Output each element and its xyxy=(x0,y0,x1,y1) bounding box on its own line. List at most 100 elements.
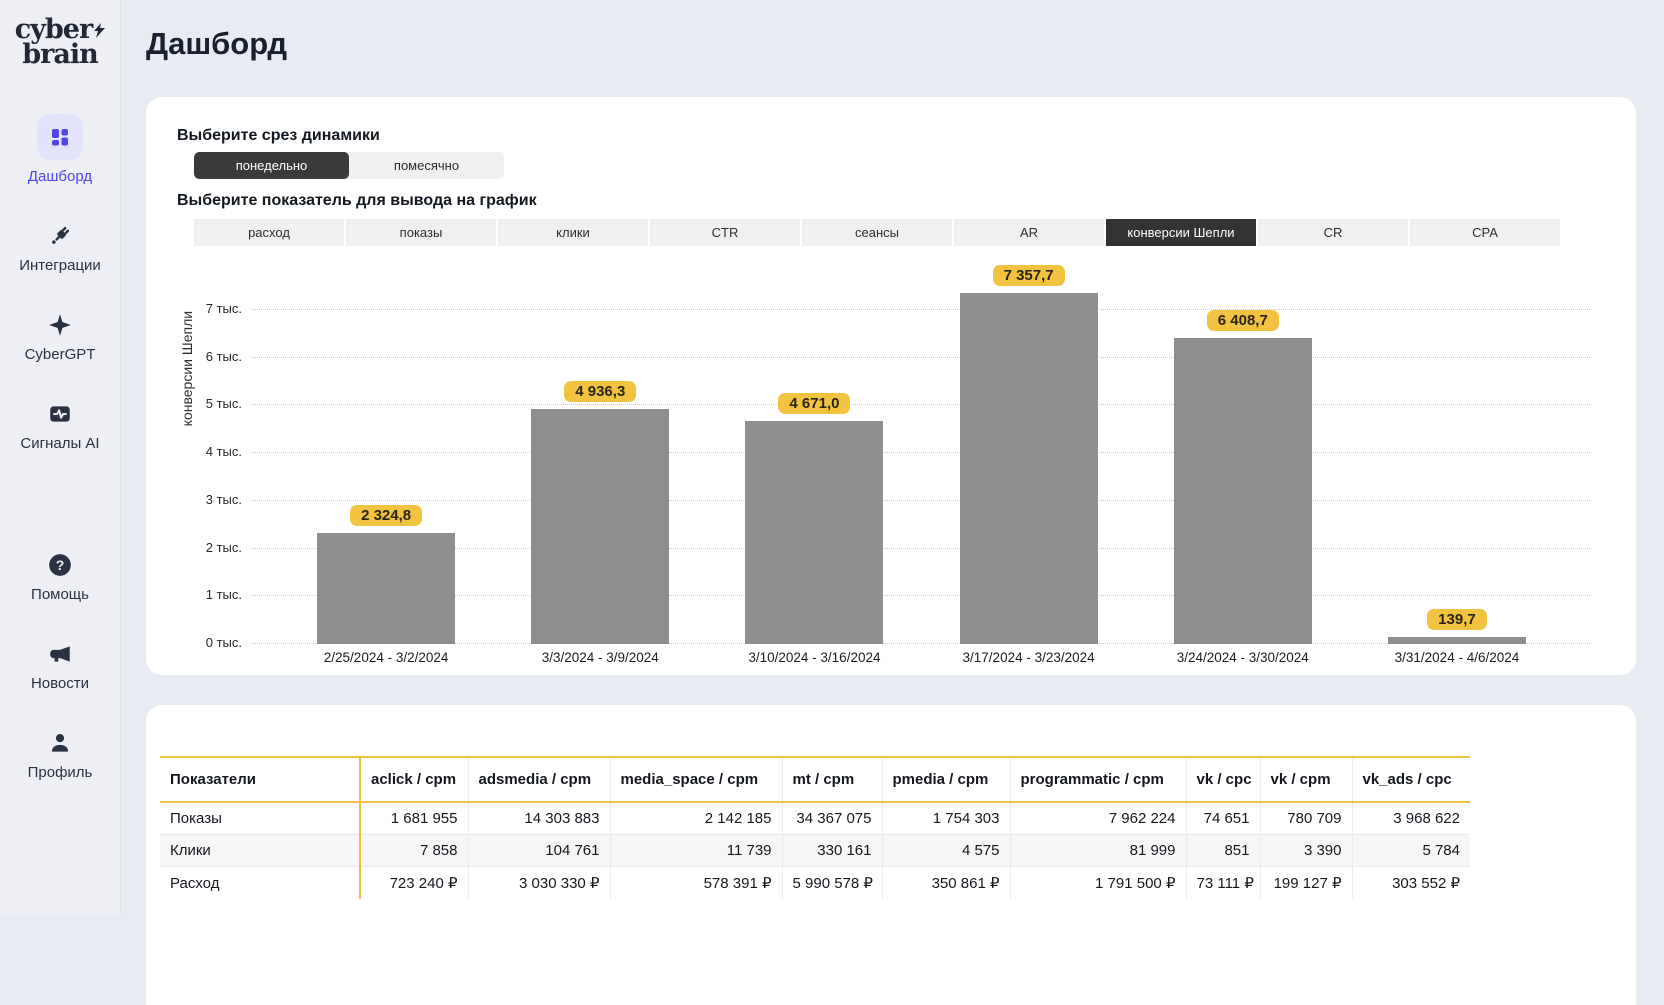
sidebar-item-signal[interactable]: Сигналы AI xyxy=(20,401,99,452)
cell-value: 74 651 xyxy=(1186,802,1260,835)
column-header-8: vk / cpm xyxy=(1260,757,1352,802)
profile-icon xyxy=(47,730,73,756)
metric-tab-7[interactable]: CR xyxy=(1258,219,1408,246)
column-header-3: media_space / cpm xyxy=(610,757,782,802)
sidebar-item-label: Сигналы AI xyxy=(20,435,99,452)
sidebar-item-dashboard[interactable]: Дашборд xyxy=(28,114,92,185)
sidebar-item-label: Новости xyxy=(31,675,89,692)
sidebar: cyber brain Дашборд Интеграции CyberGPT Сиг… xyxy=(0,0,121,914)
bar[interactable] xyxy=(317,533,455,644)
sidebar-item-label: CyberGPT xyxy=(25,346,96,363)
sidebar-item-help[interactable]: ? Помощь xyxy=(31,552,89,603)
column-header-7: vk / cpc xyxy=(1186,757,1260,802)
cell-value: 1 754 303 xyxy=(882,802,1010,835)
bar-chart: конверсии Шепли 7 тыс.6 тыс.5 тыс.4 тыс.… xyxy=(177,258,1606,644)
sidebar-item-label: Профиль xyxy=(28,764,93,781)
row-label: Показы xyxy=(160,802,360,835)
column-header-6: programmatic / cpm xyxy=(1010,757,1186,802)
slice-segmented-control: понедельнопомесячно xyxy=(194,152,504,179)
cell-value: 330 161 xyxy=(782,835,882,867)
cell-value: 303 552 ₽ xyxy=(1352,867,1470,900)
cell-value: 723 240 ₽ xyxy=(360,867,468,900)
main-area: Дашборд Выберите срез динамики понедельн… xyxy=(122,0,1664,914)
table-row-2: Расход723 240 ₽3 030 330 ₽578 391 ₽5 990… xyxy=(160,867,1470,900)
slice-option-0[interactable]: понедельно xyxy=(194,152,349,179)
x-axis-label: 3/3/2024 - 3/9/2024 xyxy=(493,650,707,665)
cell-value: 11 739 xyxy=(610,835,782,867)
plug-icon xyxy=(47,223,73,249)
metric-tabs: расходпоказыкликиCTRсеансыARконверсии Ше… xyxy=(194,219,1560,246)
cell-value: 1 681 955 xyxy=(360,802,468,835)
x-axis-label: 3/10/2024 - 3/16/2024 xyxy=(707,650,921,665)
column-header-2: adsmedia / cpm xyxy=(468,757,610,802)
cell-value: 4 575 xyxy=(882,835,1010,867)
sidebar-item-label: Помощь xyxy=(31,586,89,603)
cell-value: 14 303 883 xyxy=(468,802,610,835)
cell-value: 104 761 xyxy=(468,835,610,867)
column-header-0: Показатели xyxy=(160,757,360,802)
y-tick-label: 6 тыс. xyxy=(206,349,242,364)
sidebar-item-megaphone[interactable]: Новости xyxy=(31,641,89,692)
cell-value: 350 861 ₽ xyxy=(882,867,1010,900)
app-logo: cyber brain xyxy=(15,18,105,68)
table-row-0: Показы1 681 95514 303 8832 142 18534 367… xyxy=(160,802,1470,835)
bar[interactable] xyxy=(745,421,883,644)
bar-group-3: 7 357,7 xyxy=(922,265,1136,644)
slice-option-1[interactable]: помесячно xyxy=(349,152,504,179)
metric-tab-4[interactable]: сеансы xyxy=(802,219,952,246)
metric-tab-6[interactable]: конверсии Шепли xyxy=(1106,219,1256,246)
bar[interactable] xyxy=(1388,637,1526,644)
cell-value: 1 791 500 ₽ xyxy=(1010,867,1186,900)
metric-tab-5[interactable]: AR xyxy=(954,219,1104,246)
sidebar-item-profile[interactable]: Профиль xyxy=(28,730,93,781)
bar-group-0: 2 324,8 xyxy=(279,505,493,644)
cell-value: 3 390 xyxy=(1260,835,1352,867)
bar[interactable] xyxy=(1174,338,1312,644)
metric-tab-3[interactable]: CTR xyxy=(650,219,800,246)
table-header-row: Показателиaclick / cpmadsmedia / cpmmedi… xyxy=(160,757,1470,802)
row-label: Расход xyxy=(160,867,360,900)
sidebar-item-label: Дашборд xyxy=(28,168,92,185)
sidebar-item-plug[interactable]: Интеграции xyxy=(19,223,101,274)
column-header-1: aclick / cpm xyxy=(360,757,468,802)
dashboard-icon xyxy=(37,114,83,160)
x-axis-labels: 2/25/2024 - 3/2/20243/3/2024 - 3/9/20243… xyxy=(251,650,1592,665)
plot-area: 7 тыс.6 тыс.5 тыс.4 тыс.3 тыс.2 тыс.1 ты… xyxy=(251,258,1592,644)
y-tick-label: 3 тыс. xyxy=(206,492,242,507)
sparkle-icon xyxy=(47,312,73,338)
bar[interactable] xyxy=(531,409,669,645)
cell-value: 780 709 xyxy=(1260,802,1352,835)
svg-text:?: ? xyxy=(56,557,65,573)
bar-group-2: 4 671,0 xyxy=(707,393,921,644)
cell-value: 851 xyxy=(1186,835,1260,867)
cell-value: 73 111 ₽ xyxy=(1186,867,1260,900)
x-axis-label: 3/17/2024 - 3/23/2024 xyxy=(922,650,1136,665)
metric-tab-0[interactable]: расход xyxy=(194,219,344,246)
megaphone-icon xyxy=(47,641,73,667)
metric-tab-1[interactable]: показы xyxy=(346,219,496,246)
bar-value-badge: 6 408,7 xyxy=(1207,310,1279,331)
help-icon: ? xyxy=(47,552,73,578)
signal-icon xyxy=(47,401,73,427)
bar-value-badge: 7 357,7 xyxy=(993,265,1065,286)
metric-tab-8[interactable]: CPA xyxy=(1410,219,1560,246)
y-tick-label: 1 тыс. xyxy=(206,587,242,602)
y-axis-title: конверсии Шепли xyxy=(177,258,199,644)
cell-value: 5 784 xyxy=(1352,835,1470,867)
metric-tab-2[interactable]: клики xyxy=(498,219,648,246)
sidebar-item-label: Интеграции xyxy=(19,257,101,274)
cell-value: 7 858 xyxy=(360,835,468,867)
bar[interactable] xyxy=(960,293,1098,644)
bar-value-badge: 4 936,3 xyxy=(564,381,636,402)
y-tick-label: 0 тыс. xyxy=(206,635,242,650)
chart-card: Выберите срез динамики понедельнопомесяч… xyxy=(146,97,1636,675)
y-tick-label: 7 тыс. xyxy=(206,301,242,316)
cell-value: 2 142 185 xyxy=(610,802,782,835)
sidebar-item-sparkle[interactable]: CyberGPT xyxy=(25,312,96,363)
bars-container: 2 324,84 936,34 671,07 357,76 408,7139,7 xyxy=(279,258,1564,644)
y-tick-label: 5 тыс. xyxy=(206,396,242,411)
x-axis-label: 3/31/2024 - 4/6/2024 xyxy=(1350,650,1564,665)
cell-value: 578 391 ₽ xyxy=(610,867,782,900)
sidebar-nav: Дашборд Интеграции CyberGPT Сигналы AI? Помо… xyxy=(0,68,120,781)
column-header-4: mt / cpm xyxy=(782,757,882,802)
